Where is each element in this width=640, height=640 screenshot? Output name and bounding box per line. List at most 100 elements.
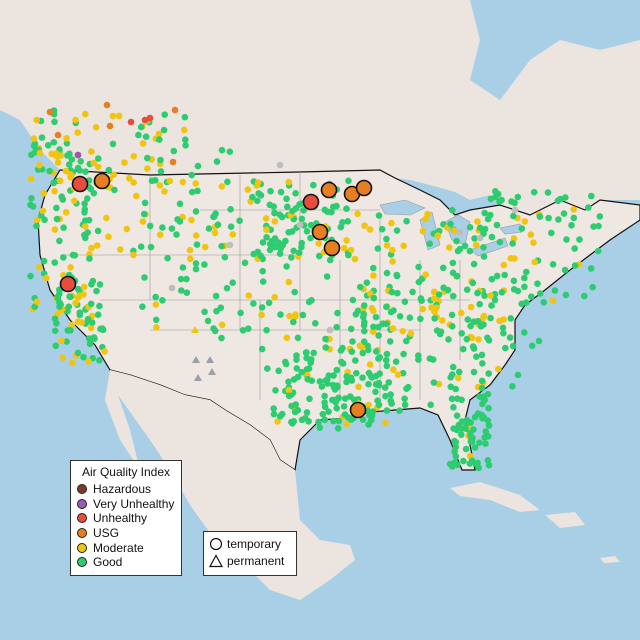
monitor-marker[interactable] xyxy=(480,253,488,260)
monitor-marker[interactable] xyxy=(54,294,62,302)
monitor-marker[interactable] xyxy=(496,238,504,246)
monitor-marker[interactable] xyxy=(310,349,318,357)
monitor-marker[interactable] xyxy=(283,195,290,203)
monitor-marker[interactable] xyxy=(462,445,470,453)
monitor-marker[interactable] xyxy=(67,293,74,301)
monitor-marker[interactable] xyxy=(523,268,530,276)
monitor-marker[interactable] xyxy=(383,350,391,358)
monitor-marker[interactable] xyxy=(283,263,290,270)
monitor-marker[interactable] xyxy=(334,309,341,317)
monitor-marker[interactable] xyxy=(498,196,505,204)
monitor-marker[interactable] xyxy=(87,324,95,332)
monitor-marker[interactable] xyxy=(40,257,48,265)
monitor-marker[interactable] xyxy=(458,431,465,439)
monitor-marker[interactable] xyxy=(485,337,493,344)
monitor-marker[interactable] xyxy=(510,277,518,285)
monitor-marker[interactable] xyxy=(51,118,58,126)
monitor-marker[interactable] xyxy=(493,221,501,229)
monitor-marker[interactable] xyxy=(496,317,503,325)
monitor-marker[interactable] xyxy=(463,335,471,343)
monitor-marker[interactable] xyxy=(475,336,482,343)
monitor-marker[interactable] xyxy=(570,214,578,222)
monitor-marker[interactable] xyxy=(103,101,111,109)
monitor-marker[interactable] xyxy=(106,122,114,130)
monitor-marker[interactable] xyxy=(340,244,348,252)
permanent-monitor-marker[interactable] xyxy=(208,368,216,375)
monitor-marker[interactable] xyxy=(310,181,317,189)
monitor-marker[interactable] xyxy=(64,152,71,159)
monitor-marker[interactable] xyxy=(449,206,456,214)
monitor-marker[interactable] xyxy=(347,246,355,254)
monitor-marker[interactable] xyxy=(60,224,67,231)
monitor-marker[interactable] xyxy=(349,296,357,304)
monitor-marker[interactable] xyxy=(470,426,477,433)
monitor-marker[interactable] xyxy=(474,289,481,297)
monitor-marker[interactable] xyxy=(509,240,516,247)
monitor-marker[interactable] xyxy=(210,213,217,221)
monitor-marker[interactable] xyxy=(296,249,303,256)
monitor-marker[interactable] xyxy=(387,391,395,398)
monitor-marker[interactable] xyxy=(152,293,159,301)
monitor-marker[interactable] xyxy=(187,255,194,263)
monitor-marker[interactable] xyxy=(590,223,597,230)
monitor-marker[interactable] xyxy=(159,297,166,304)
monitor-marker[interactable] xyxy=(589,283,596,291)
monitor-marker[interactable] xyxy=(536,213,544,220)
monitor-marker[interactable] xyxy=(270,410,278,418)
monitor-marker[interactable] xyxy=(433,327,441,334)
monitor-marker[interactable] xyxy=(71,197,78,205)
monitor-marker[interactable] xyxy=(218,334,225,342)
monitor-marker[interactable] xyxy=(282,360,290,368)
monitor-marker[interactable] xyxy=(36,149,44,157)
monitor-marker[interactable] xyxy=(383,235,390,243)
monitor-marker[interactable] xyxy=(227,223,235,230)
monitor-marker[interactable] xyxy=(374,245,382,252)
monitor-marker[interactable] xyxy=(370,272,377,279)
monitor-marker[interactable] xyxy=(94,227,102,235)
monitor-marker[interactable] xyxy=(527,231,535,238)
monitor-marker[interactable] xyxy=(433,304,440,312)
monitor-marker[interactable] xyxy=(498,289,506,296)
monitor-marker[interactable] xyxy=(160,126,168,134)
monitor-marker[interactable] xyxy=(157,168,165,175)
monitor-marker[interactable] xyxy=(467,303,475,311)
monitor-marker[interactable] xyxy=(530,239,537,246)
monitor-marker[interactable] xyxy=(285,229,293,236)
monitor-marker[interactable] xyxy=(424,210,431,218)
monitor-marker[interactable] xyxy=(454,395,461,403)
monitor-marker[interactable] xyxy=(218,146,226,154)
monitor-marker[interactable] xyxy=(545,214,552,222)
monitor-marker[interactable] xyxy=(293,356,300,364)
monitor-marker[interactable] xyxy=(255,190,262,197)
monitor-marker[interactable] xyxy=(470,260,478,268)
monitor-marker[interactable] xyxy=(518,300,525,308)
monitor-marker[interactable] xyxy=(285,378,292,386)
monitor-marker[interactable] xyxy=(28,195,35,202)
monitor-marker[interactable] xyxy=(507,315,515,322)
monitor-marker[interactable] xyxy=(588,192,595,200)
monitor-marker[interactable] xyxy=(156,136,163,143)
no-data-marker[interactable] xyxy=(296,221,304,229)
monitor-marker[interactable] xyxy=(540,299,547,306)
monitor-marker[interactable] xyxy=(419,227,427,235)
monitor-marker[interactable] xyxy=(141,274,148,281)
monitor-marker[interactable] xyxy=(140,210,148,218)
monitor-marker[interactable] xyxy=(360,302,368,309)
monitor-marker[interactable] xyxy=(272,387,279,394)
monitor-marker[interactable] xyxy=(183,275,190,283)
monitor-marker[interactable] xyxy=(152,177,159,184)
monitor-marker[interactable] xyxy=(548,229,555,237)
monitor-marker[interactable] xyxy=(285,386,293,394)
monitor-marker[interactable] xyxy=(169,158,177,166)
monitor-marker[interactable] xyxy=(298,368,306,376)
monitor-marker[interactable] xyxy=(213,307,220,315)
monitor-marker[interactable] xyxy=(594,247,602,255)
monitor-marker[interactable] xyxy=(360,338,368,346)
monitor-marker[interactable] xyxy=(372,348,380,355)
monitor-marker[interactable] xyxy=(330,383,338,391)
monitor-marker[interactable] xyxy=(463,286,471,294)
monitor-marker[interactable] xyxy=(403,337,410,345)
monitor-marker[interactable] xyxy=(481,225,489,233)
monitor-marker[interactable] xyxy=(478,377,486,385)
monitor-marker[interactable] xyxy=(168,225,176,232)
